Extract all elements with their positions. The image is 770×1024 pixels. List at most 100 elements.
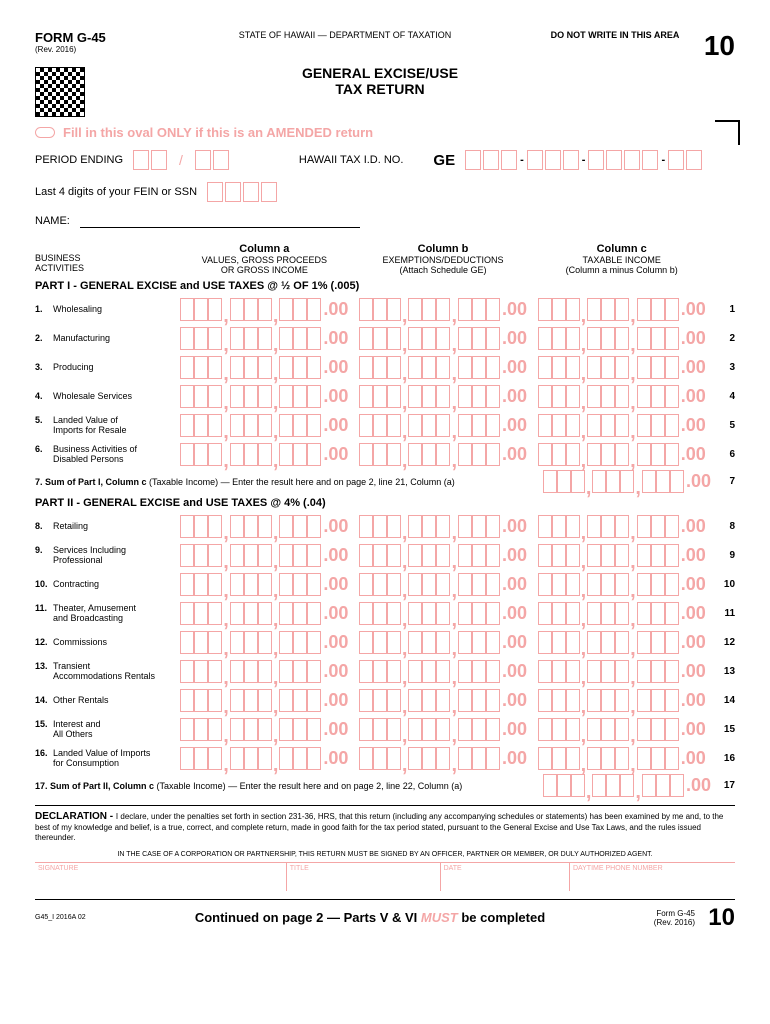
- row-label: 5.Landed Value of Imports for Resale: [35, 415, 175, 435]
- part-1-sum-input[interactable]: ,,.00: [543, 470, 711, 493]
- col-c-input[interactable]: ,,.00: [532, 544, 711, 567]
- col-b-input[interactable]: ,,.00: [354, 747, 533, 770]
- name-input[interactable]: [80, 214, 360, 228]
- table-row: 14.Other Rentals,,.00,,.00,,.0014: [35, 687, 735, 713]
- col-a-input[interactable]: ,,.00: [175, 747, 354, 770]
- tax-id-input[interactable]: - - -: [465, 150, 702, 170]
- footer-row: G45_I 2016A 02 Continued on page 2 — Par…: [35, 899, 735, 932]
- part-2-sum-label: 17. Sum of Part II, Column c (Taxable In…: [35, 781, 543, 791]
- column-a-header: Column a VALUES, GROSS PROCEEDS OR GROSS…: [175, 243, 354, 275]
- col-a-input[interactable]: ,,.00: [175, 385, 354, 408]
- col-b-input[interactable]: ,,.00: [354, 515, 533, 538]
- part-1-sum-num: 7: [711, 476, 735, 487]
- date-cell[interactable]: DATE: [441, 863, 570, 891]
- col-b-input[interactable]: ,,.00: [354, 631, 533, 654]
- part-2-sum-row: 17. Sum of Part II, Column c (Taxable In…: [35, 774, 735, 797]
- title-line-1: GENERAL EXCISE/USE: [85, 65, 675, 81]
- col-a-input[interactable]: ,,.00: [175, 718, 354, 741]
- col-a-input[interactable]: ,,.00: [175, 631, 354, 654]
- row-label: 11.Theater, Amusement and Broadcasting: [35, 603, 175, 623]
- col-c-input[interactable]: ,,.00: [532, 747, 711, 770]
- col-a-input[interactable]: ,,.00: [175, 660, 354, 683]
- col-c-input[interactable]: ,,.00: [532, 573, 711, 596]
- table-row: 4.Wholesale Services,,.00,,.00,,.004: [35, 383, 735, 409]
- declaration-block: DECLARATION - I declare, under the penal…: [35, 805, 735, 891]
- col-a-input[interactable]: ,,.00: [175, 298, 354, 321]
- col-c-input[interactable]: ,,.00: [532, 356, 711, 379]
- col-c-input[interactable]: ,,.00: [532, 443, 711, 466]
- col-a-input[interactable]: ,,.00: [175, 443, 354, 466]
- col-c-input[interactable]: ,,.00: [532, 327, 711, 350]
- amended-oval[interactable]: [35, 127, 55, 138]
- row-num-right: 9: [711, 550, 735, 561]
- signature-note: IN THE CASE OF A CORPORATION OR PARTNERS…: [35, 850, 735, 859]
- col-c-input[interactable]: ,,.00: [532, 385, 711, 408]
- table-row: 2.Manufacturing,,.00,,.00,,.002: [35, 325, 735, 351]
- part-1-header: PART I - GENERAL EXCISE and USE TAXES @ …: [35, 280, 735, 292]
- col-b-input[interactable]: ,,.00: [354, 356, 533, 379]
- period-mm-input[interactable]: [133, 150, 167, 170]
- row-label: 3.Producing: [35, 362, 175, 372]
- col-c-input[interactable]: ,,.00: [532, 689, 711, 712]
- col-b-input[interactable]: ,,.00: [354, 689, 533, 712]
- part-2-rows: 8.Retailing,,.00,,.00,,.008 9.Services In…: [35, 513, 735, 771]
- no-write-label: DO NOT WRITE IN THIS AREA: [535, 30, 695, 40]
- col-c-input[interactable]: ,,.00: [532, 414, 711, 437]
- col-b-input[interactable]: ,,.00: [354, 544, 533, 567]
- table-row: 8.Retailing,,.00,,.00,,.008: [35, 513, 735, 539]
- table-row: 5.Landed Value of Imports for Resale,,.0…: [35, 412, 735, 438]
- table-row: 11.Theater, Amusement and Broadcasting,,…: [35, 600, 735, 626]
- col-b-input[interactable]: ,,.00: [354, 327, 533, 350]
- name-row: NAME:: [35, 214, 735, 228]
- fein-input[interactable]: [207, 182, 277, 202]
- col-b-input[interactable]: ,,.00: [354, 602, 533, 625]
- title-cell[interactable]: TITLE: [287, 863, 441, 891]
- col-c-input[interactable]: ,,.00: [532, 718, 711, 741]
- col-a-input[interactable]: ,,.00: [175, 515, 354, 538]
- row-num-right: 10: [711, 579, 735, 590]
- col-b-input[interactable]: ,,.00: [354, 718, 533, 741]
- amended-row: Fill in this oval ONLY if this is an AME…: [35, 125, 735, 140]
- col-c-input[interactable]: ,,.00: [532, 660, 711, 683]
- footer-form-id: Form G-45 (Rev. 2016): [625, 909, 695, 927]
- header-row: FORM G-45 (Rev. 2016) STATE OF HAWAII — …: [35, 30, 735, 62]
- tax-id-label: HAWAII TAX I.D. NO.: [299, 154, 404, 166]
- col-b-input[interactable]: ,,.00: [354, 443, 533, 466]
- period-row: PERIOD ENDING / HAWAII TAX I.D. NO. GE -…: [35, 150, 735, 170]
- part-2-sum-input[interactable]: ,,.00: [543, 774, 711, 797]
- col-c-input[interactable]: ,,.00: [532, 515, 711, 538]
- col-a-input[interactable]: ,,.00: [175, 414, 354, 437]
- signature-row: SIGNATURE TITLE DATE DAYTIME PHONE NUMBE…: [35, 862, 735, 891]
- period-yy-input[interactable]: [195, 150, 229, 170]
- row-num-right: 13: [711, 666, 735, 677]
- row-num-right: 8: [711, 521, 735, 532]
- declaration-title: DECLARATION -: [35, 811, 116, 822]
- table-row: 9.Services Including Professional,,.00,,…: [35, 542, 735, 568]
- activities-header: BUSINESSACTIVITIES: [35, 243, 175, 275]
- footer-continued: Continued on page 2 — Parts V & VI MUST …: [115, 910, 625, 925]
- col-b-input[interactable]: ,,.00: [354, 660, 533, 683]
- col-c-input[interactable]: ,,.00: [532, 631, 711, 654]
- col-b-input[interactable]: ,,.00: [354, 414, 533, 437]
- col-a-input[interactable]: ,,.00: [175, 689, 354, 712]
- row-num-right: 6: [711, 449, 735, 460]
- col-a-input[interactable]: ,,.00: [175, 356, 354, 379]
- col-a-input[interactable]: ,,.00: [175, 327, 354, 350]
- col-b-input[interactable]: ,,.00: [354, 573, 533, 596]
- table-row: 16.Landed Value of Imports for Consumpti…: [35, 745, 735, 771]
- col-a-input[interactable]: ,,.00: [175, 544, 354, 567]
- row-label: 15.Interest and All Others: [35, 719, 175, 739]
- declaration-body: I declare, under the penalties set forth…: [35, 812, 723, 842]
- col-c-input[interactable]: ,,.00: [532, 602, 711, 625]
- phone-cell[interactable]: DAYTIME PHONE NUMBER: [570, 863, 735, 891]
- table-row: 3.Producing,,.00,,.00,,.003: [35, 354, 735, 380]
- col-b-input[interactable]: ,,.00: [354, 385, 533, 408]
- page-number-bottom: 10: [695, 904, 735, 932]
- row-num-right: 14: [711, 695, 735, 706]
- col-a-input[interactable]: ,,.00: [175, 602, 354, 625]
- col-c-input[interactable]: ,,.00: [532, 298, 711, 321]
- signature-cell[interactable]: SIGNATURE: [35, 863, 287, 891]
- col-a-input[interactable]: ,,.00: [175, 573, 354, 596]
- col-b-input[interactable]: ,,.00: [354, 298, 533, 321]
- row-num-right: 15: [711, 724, 735, 735]
